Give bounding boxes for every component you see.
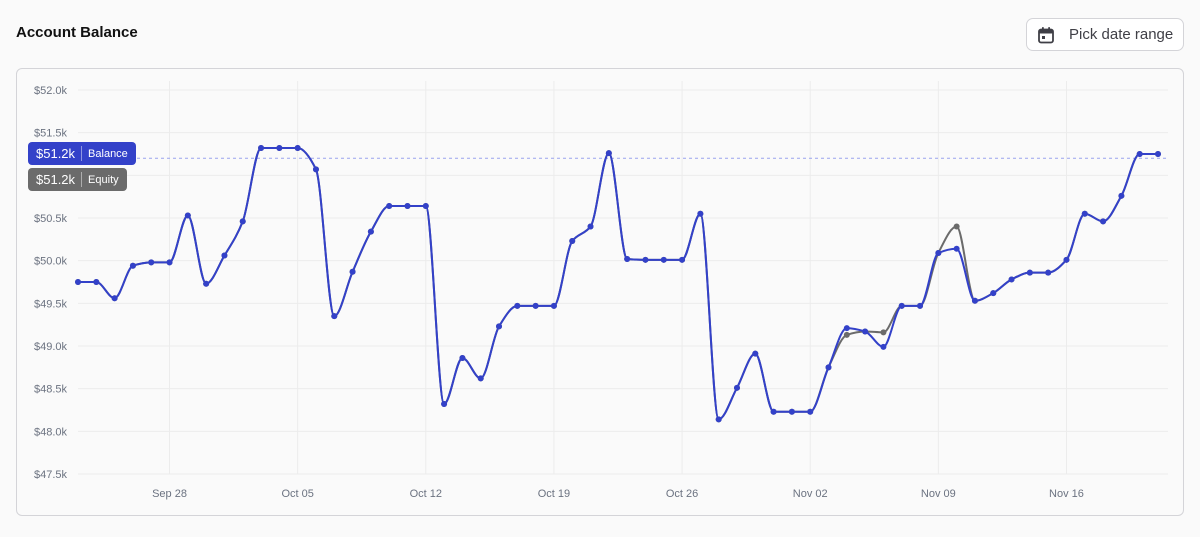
balance-data-point [807, 408, 814, 415]
page-title: Account Balance [16, 24, 138, 41]
y-tick-label: $52.0k [34, 85, 68, 97]
calendar-icon [1037, 26, 1055, 44]
equity-tooltip-label: Equity [88, 173, 119, 186]
equity-data-point [880, 329, 887, 336]
balance-data-point [367, 228, 374, 235]
balance-data-point [239, 218, 246, 225]
labels-layer: $47.5k $48.0k $48.5k $49.0k $49.5k $50.0k $50.… [34, 85, 1084, 500]
balance-data-point [715, 416, 722, 423]
balance-data-point [111, 295, 118, 302]
balance-data-point [312, 166, 319, 173]
balance-data-point [642, 256, 649, 263]
balance-data-point [990, 290, 997, 297]
balance-data-point [971, 297, 978, 304]
balance-data-point [862, 328, 869, 335]
grid-layer [78, 81, 1168, 475]
balance-data-point [880, 343, 887, 350]
balance-data-point [1100, 218, 1107, 225]
x-tick-label: Nov 02 [793, 488, 828, 500]
pick-date-range-button[interactable]: Pick date range [1026, 18, 1184, 51]
balance-data-point [1155, 151, 1161, 157]
balance-data-point [496, 323, 503, 330]
balance-tooltip-badge: $51.2k Balance [28, 142, 136, 165]
equity-data-point [953, 223, 960, 230]
balance-data-point [550, 302, 557, 309]
balance-data-point [1026, 269, 1033, 276]
x-tick-label: Oct 19 [538, 488, 570, 500]
balance-data-point [166, 259, 173, 266]
y-tick-label: $48.0k [34, 426, 68, 438]
dots-layer [75, 145, 1161, 423]
balance-data-point [788, 408, 795, 415]
balance-data-point [477, 375, 484, 382]
balance-data-point [1081, 210, 1088, 217]
balance-data-point [532, 302, 539, 309]
y-tick-label: $50.5k [34, 213, 68, 225]
balance-data-point [203, 280, 210, 287]
balance-data-point [752, 350, 759, 357]
balance-data-point [569, 238, 576, 245]
y-tick-label: $50.0k [34, 256, 68, 268]
y-tick-label: $49.0k [34, 341, 68, 353]
balance-data-point [917, 302, 924, 309]
balance-data-point [843, 325, 850, 332]
balance-data-point [1136, 151, 1143, 157]
x-tick-label: Oct 12 [410, 488, 442, 500]
x-tick-label: Oct 26 [666, 488, 698, 500]
y-tick-label: $51.5k [34, 128, 68, 140]
balance-series-line [78, 147, 1158, 421]
balance-data-point [93, 279, 100, 285]
balance-data-point [1045, 269, 1052, 276]
account-balance-chart[interactable]: $47.5k $48.0k $48.5k $49.0k $49.5k $50.0k $50.… [17, 69, 1184, 516]
balance-data-point [935, 249, 942, 256]
equity-series-line [78, 147, 1158, 421]
y-tick-label: $48.5k [34, 384, 68, 396]
series-layer [78, 147, 1158, 421]
balance-data-point [459, 354, 466, 361]
equity-tooltip-value: $51.2k [36, 172, 83, 187]
balance-data-point [129, 262, 136, 269]
balance-data-point [825, 364, 832, 371]
equity-data-point [843, 331, 850, 338]
x-tick-label: Sep 28 [152, 488, 187, 500]
balance-data-point [258, 145, 265, 152]
balance-data-point [1008, 276, 1015, 283]
balance-data-point [331, 313, 338, 320]
balance-data-point [404, 203, 411, 210]
equity-tooltip-badge: $51.2k Equity [28, 168, 127, 191]
balance-data-point [1118, 192, 1125, 199]
balance-data-point [294, 145, 301, 152]
balance-data-point [898, 302, 905, 309]
balance-data-point [276, 145, 283, 152]
balance-data-point [660, 256, 667, 263]
chart-card: $47.5k $48.0k $48.5k $49.0k $49.5k $50.0k $50.… [16, 68, 1184, 516]
balance-data-point [624, 255, 631, 262]
x-tick-label: Nov 16 [1049, 488, 1084, 500]
balance-data-point [184, 212, 191, 219]
y-tick-label: $49.5k [34, 298, 68, 310]
balance-tooltip-value: $51.2k [36, 146, 83, 161]
pick-date-range-label: Pick date range [1069, 26, 1174, 43]
balance-data-point [679, 256, 686, 263]
balance-tooltip-label: Balance [88, 147, 128, 160]
y-tick-label: $47.5k [34, 469, 68, 481]
balance-data-point [953, 245, 960, 252]
balance-data-point [514, 302, 521, 309]
balance-data-point [75, 279, 81, 285]
x-tick-label: Oct 05 [281, 488, 313, 500]
balance-data-point [770, 408, 777, 415]
balance-data-point [221, 252, 228, 259]
x-tick-label: Nov 09 [921, 488, 956, 500]
balance-data-point [587, 223, 594, 230]
balance-data-point [422, 203, 429, 210]
balance-data-point [349, 268, 356, 275]
balance-data-point [697, 210, 704, 217]
balance-data-point [1063, 256, 1070, 263]
balance-data-point [441, 401, 448, 408]
balance-data-point [605, 150, 612, 157]
balance-data-point [148, 259, 155, 266]
balance-data-point [733, 384, 740, 391]
balance-data-point [386, 203, 393, 210]
